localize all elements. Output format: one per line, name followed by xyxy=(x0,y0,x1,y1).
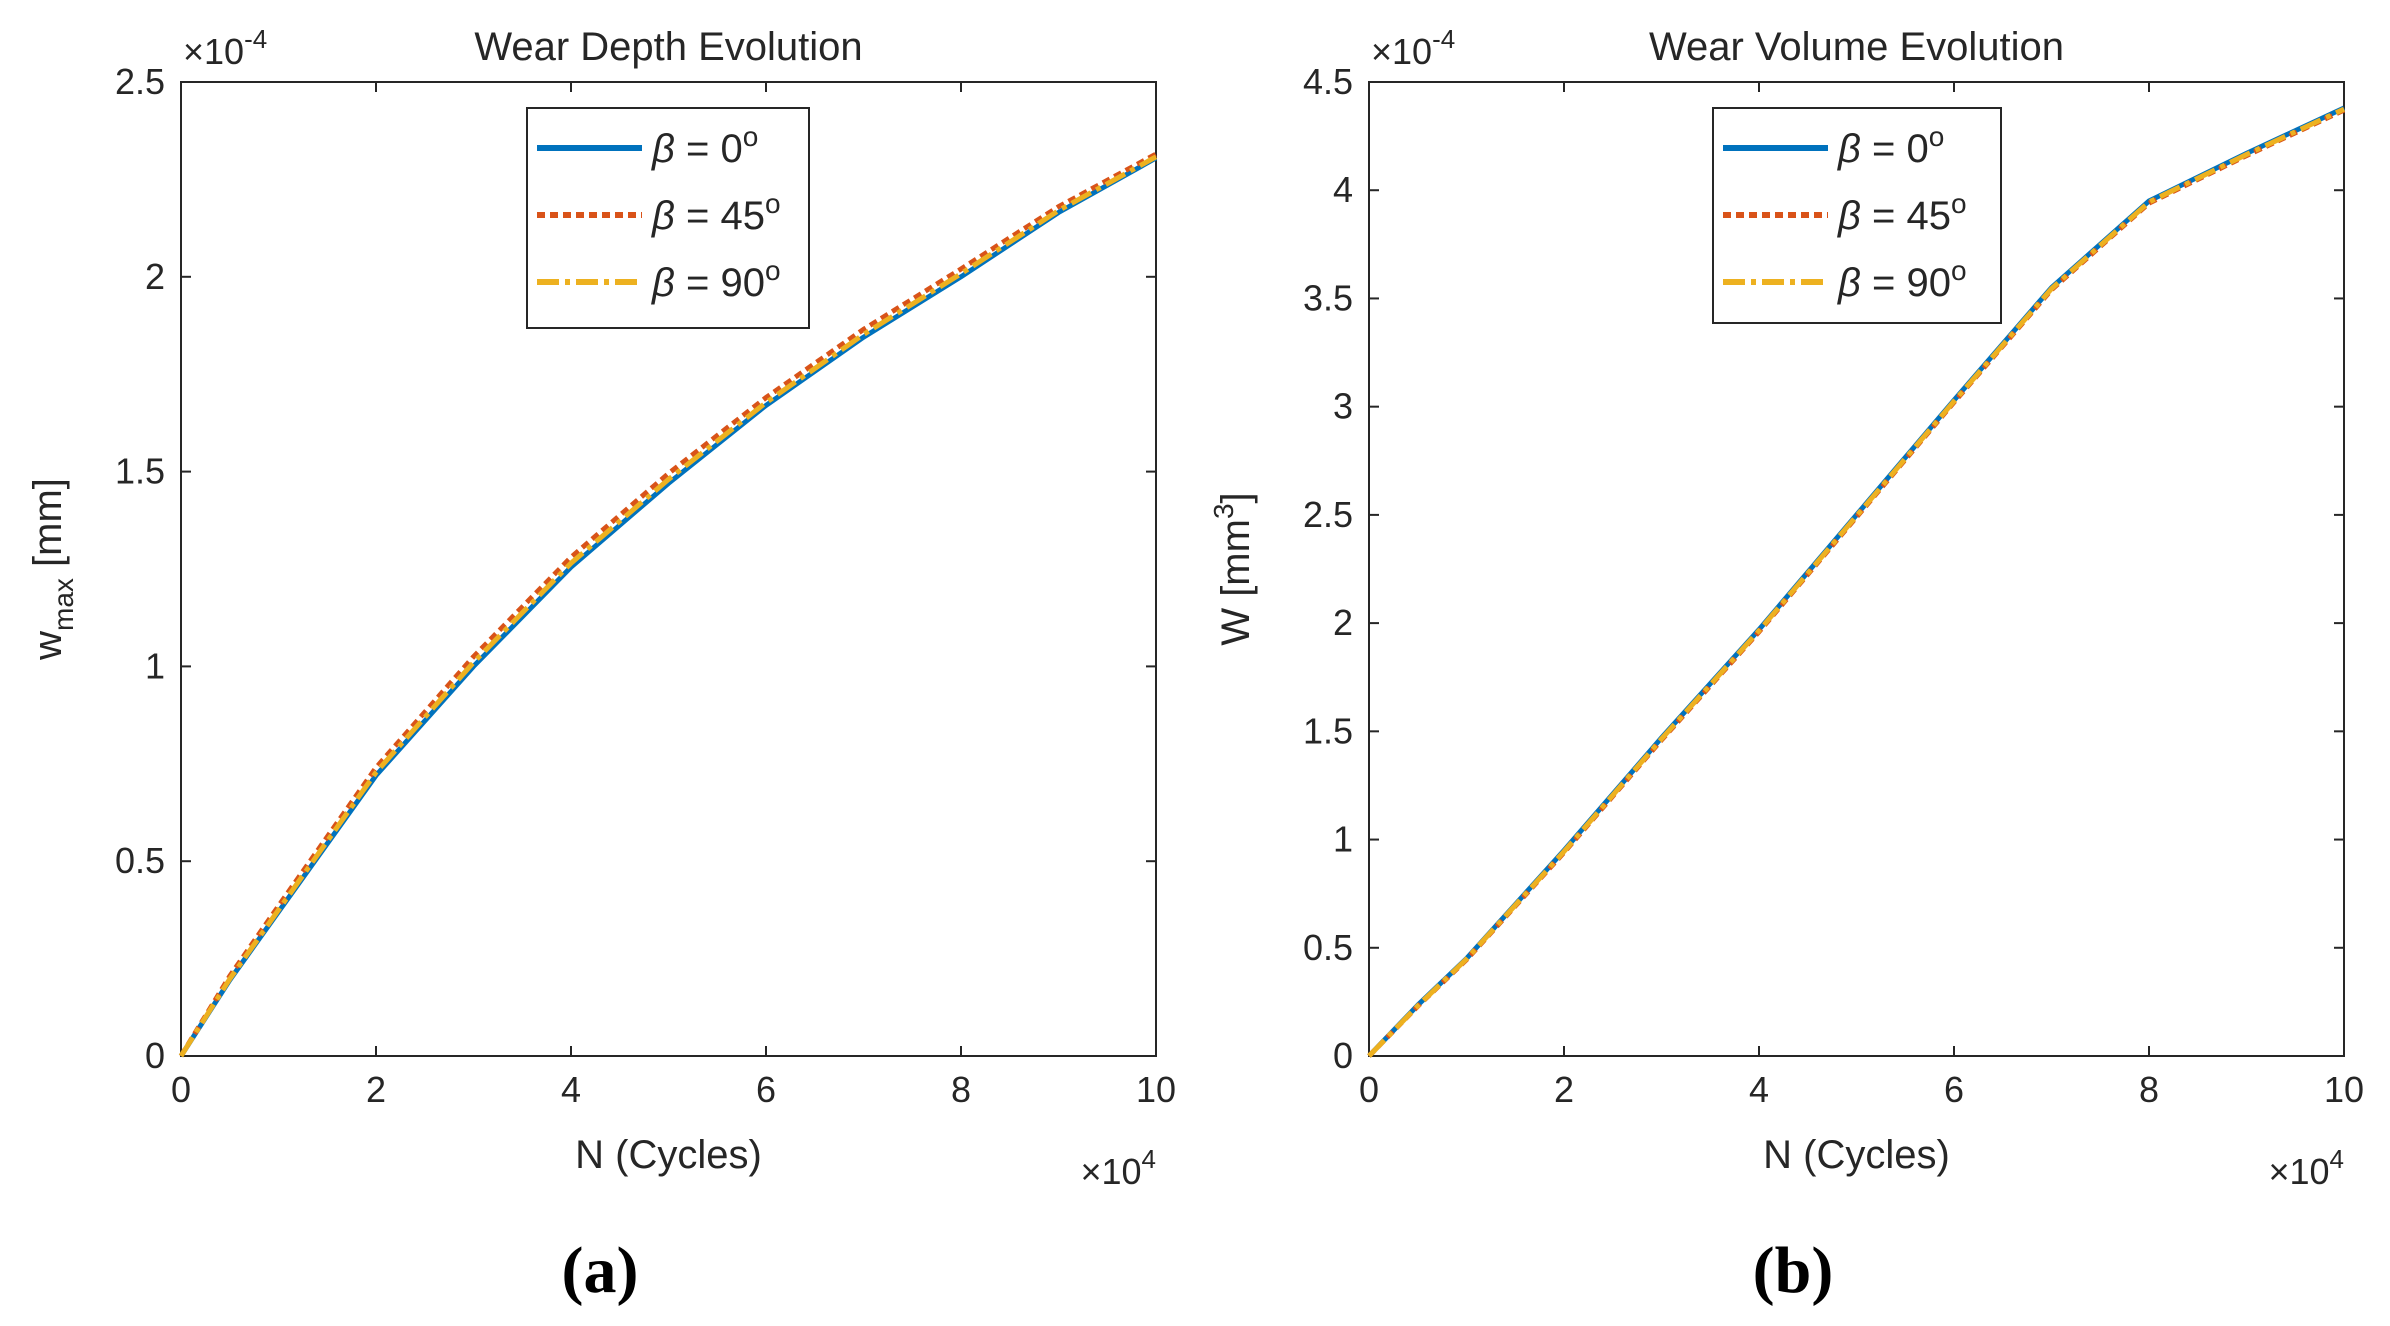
x-tick-label: 2 xyxy=(366,1069,386,1110)
y-exponent-power: -4 xyxy=(244,24,267,54)
x-exponent-power: 4 xyxy=(2330,1144,2344,1174)
x-tick-label: 6 xyxy=(756,1069,776,1110)
chart-title: Wear Depth Evolution xyxy=(474,25,862,69)
y-tick-label: 2 xyxy=(145,256,165,297)
y-tick-label: 0 xyxy=(145,1035,165,1076)
x-tick-label: 2 xyxy=(1554,1069,1574,1110)
y-axis-label: W [mm3] xyxy=(1208,492,1258,645)
y-axis-label-unit: ] xyxy=(1214,492,1258,503)
series-line-2 xyxy=(1367,106,2346,1058)
x-tick-label: 4 xyxy=(1749,1069,1769,1110)
x-tick-label: 0 xyxy=(1359,1069,1379,1110)
x-exponent: ×104 xyxy=(1080,1144,1156,1192)
legend-label-text: = 0 xyxy=(675,127,743,171)
y-tick-label: 0.5 xyxy=(115,840,165,881)
x-tick-label: 0 xyxy=(171,1069,191,1110)
y-exponent: ×10-4 xyxy=(1371,24,1455,72)
x-axis-label: N (Cycles) xyxy=(1763,1133,1950,1177)
panel-b: 0 2 4 6 8 10 0 0.5 1 1.5 2 2.5 3 3.5 4 4.5 Wear Volume E… xyxy=(1208,24,2364,1307)
panel-a: 0 2 4 6 8 10 0 0.5 1 1.5 2 2.5 Wear Depth Evolution ×… xyxy=(26,24,1176,1307)
y-tick-label: 1.5 xyxy=(115,451,165,492)
chart-title: Wear Volume Evolution xyxy=(1649,25,2064,69)
legend-label-symbol: β xyxy=(651,261,675,305)
x-tick-label: 10 xyxy=(2324,1069,2364,1110)
y-tick-label: 4.5 xyxy=(1303,61,1353,102)
x-exponent-base: ×10 xyxy=(2268,1151,2329,1192)
x-tick-label: 8 xyxy=(951,1069,971,1110)
legend-label-text: = 90 xyxy=(675,261,765,305)
panel-label: (a) xyxy=(562,1234,639,1307)
legend-label-sup: o xyxy=(1929,121,1945,152)
legend-label-sup: o xyxy=(765,255,781,286)
legend-label-symbol: β xyxy=(1837,127,1861,171)
y-tick-label: 3.5 xyxy=(1303,277,1353,318)
legend-label-1: β = 45o xyxy=(1837,188,1967,238)
legend-label-sup: o xyxy=(765,188,781,219)
y-axis-label: wmax [mm] xyxy=(26,478,79,661)
legend-label-text: = 45 xyxy=(1861,194,1951,238)
y-tick-label: 3 xyxy=(1333,386,1353,427)
y-exponent-base: ×10 xyxy=(183,31,244,72)
legend-box xyxy=(1712,107,2002,324)
legend-box xyxy=(526,107,810,329)
legend-label-0: β = 0o xyxy=(651,121,758,171)
legend-label-text: = 0 xyxy=(1861,127,1929,171)
legend-label-symbol: β xyxy=(651,194,675,238)
y-axis-label-main: W [mm xyxy=(1214,519,1258,646)
legend-label-symbol: β xyxy=(1837,261,1861,305)
y-exponent-base: ×10 xyxy=(1371,31,1432,72)
legend-label-text: = 90 xyxy=(1861,261,1951,305)
legend-label-symbol: β xyxy=(651,127,675,171)
legend-label-sup: o xyxy=(1951,188,1967,219)
x-tick-label: 10 xyxy=(1136,1069,1176,1110)
y-exponent: ×10-4 xyxy=(183,24,267,72)
y-axis-label-subscript: max xyxy=(48,578,79,631)
legend-label-text: = 45 xyxy=(675,194,765,238)
y-tick-label: 4 xyxy=(1333,169,1353,210)
y-tick-label: 2 xyxy=(1333,602,1353,643)
legend-label-1: β = 45o xyxy=(651,188,781,238)
y-tick-label: 0.5 xyxy=(1303,927,1353,968)
y-tick-label: 2.5 xyxy=(1303,494,1353,535)
panel-label: (b) xyxy=(1753,1234,1834,1307)
x-axis-label: N (Cycles) xyxy=(575,1133,762,1177)
y-axis-label-unit: [mm] xyxy=(26,478,70,578)
legend-label-symbol: β xyxy=(1837,194,1861,238)
legend-label-2: β = 90o xyxy=(651,255,781,305)
y-tick-label: 0 xyxy=(1333,1035,1353,1076)
legend-label-2: β = 90o xyxy=(1837,255,1967,305)
x-tick-label: 6 xyxy=(1944,1069,1964,1110)
y-tick-label: 1 xyxy=(1333,819,1353,860)
x-exponent-base: ×10 xyxy=(1080,1151,1141,1192)
legend-label-sup: o xyxy=(743,121,759,152)
y-tick-label: 1 xyxy=(145,645,165,686)
x-tick-label: 4 xyxy=(561,1069,581,1110)
y-axis-label-main: w xyxy=(26,631,70,661)
x-exponent: ×104 xyxy=(2268,1144,2344,1192)
x-tick-label: 8 xyxy=(2139,1069,2159,1110)
series-line-2 xyxy=(178,154,1158,1058)
y-tick-label: 1.5 xyxy=(1303,710,1353,751)
y-tick-label: 2.5 xyxy=(115,61,165,102)
y-axis-label-superscript: 3 xyxy=(1208,503,1239,519)
legend-label-sup: o xyxy=(1951,255,1967,286)
y-exponent-power: -4 xyxy=(1432,24,1455,54)
legend-label-0: β = 0o xyxy=(1837,121,1944,171)
x-exponent-power: 4 xyxy=(1142,1144,1156,1174)
